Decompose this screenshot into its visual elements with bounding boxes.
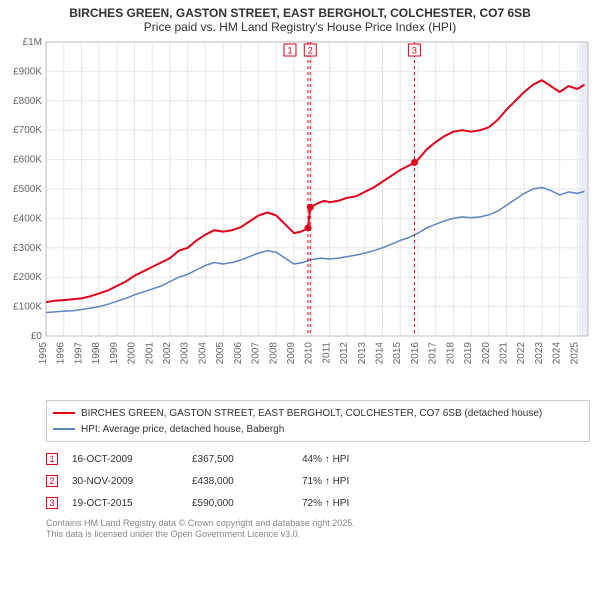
sales-table: 1 16-OCT-2009£367,50044% ↑ HPI 2 30-NOV-200…	[46, 448, 590, 514]
legend-row: BIRCHES GREEN, GASTON STREET, EAST BERGH…	[53, 405, 583, 421]
x-tick-label: 2013	[357, 342, 368, 365]
sales-date: 30-NOV-2009	[72, 476, 192, 487]
y-tick-label: £1M	[23, 37, 42, 48]
series-price_paid	[46, 80, 585, 302]
sales-hpi: 44% ↑ HPI	[302, 454, 422, 465]
x-tick-label: 2015	[392, 342, 403, 365]
sale-marker-label: 2	[308, 46, 313, 56]
footer-line1: Contains HM Land Registry data © Crown c…	[46, 518, 590, 529]
sales-row: 1 16-OCT-2009£367,50044% ↑ HPI	[46, 448, 590, 470]
x-tick-label: 2018	[445, 342, 456, 365]
x-tick-label: 2011	[321, 342, 332, 364]
x-tick-label: 2025	[569, 342, 580, 365]
x-tick-label: 2014	[375, 342, 386, 365]
x-tick-label: 2022	[516, 342, 527, 365]
chart-title-line2: Price paid vs. HM Land Registry's House …	[8, 20, 592, 34]
footer-line2: This data is licensed under the Open Gov…	[46, 529, 590, 540]
sale-marker-label: 3	[412, 46, 417, 56]
chart-svg: £0 £100K £200K £300K £400K £500K £600K £700K £80…	[0, 36, 600, 396]
legend-box: BIRCHES GREEN, GASTON STREET, EAST BERGH…	[46, 400, 590, 442]
x-tick-label: 2016	[410, 342, 421, 365]
x-tick-label: 2020	[481, 342, 492, 365]
sale-marker-label: 1	[287, 46, 292, 56]
y-tick-label: £300K	[13, 243, 42, 254]
x-tick-label: 2008	[268, 342, 279, 365]
x-tick-label: 2010	[304, 342, 315, 365]
x-tick-label: 1997	[73, 342, 84, 365]
series-hpi	[46, 188, 585, 313]
x-tick-label: 2024	[552, 342, 563, 365]
sales-marker: 3	[46, 497, 58, 509]
sales-price: £438,000	[192, 476, 302, 487]
y-tick-label: £900K	[13, 66, 42, 77]
sales-row: 3 19-OCT-2015£590,00072% ↑ HPI	[46, 492, 590, 514]
x-tick-label: 2012	[339, 342, 350, 365]
x-tick-label: 2007	[251, 342, 262, 365]
y-tick-label: £500K	[13, 184, 42, 195]
x-tick-label: 1998	[91, 342, 102, 365]
y-tick-label: £400K	[13, 213, 42, 224]
x-tick-label: 2004	[197, 342, 208, 365]
x-tick-label: 2000	[127, 342, 138, 365]
sales-hpi: 72% ↑ HPI	[302, 498, 422, 509]
y-tick-label: £800K	[13, 96, 42, 107]
x-tick-label: 2023	[534, 342, 545, 365]
x-tick-label: 1996	[56, 342, 67, 365]
x-tick-label: 2003	[180, 342, 191, 365]
footer-attribution: Contains HM Land Registry data © Crown c…	[46, 518, 590, 541]
chart-title-line1: BIRCHES GREEN, GASTON STREET, EAST BERGH…	[8, 6, 592, 20]
y-tick-label: £100K	[13, 302, 42, 313]
legend-label: HPI: Average price, detached house, Babe…	[81, 424, 284, 435]
sales-date: 19-OCT-2015	[72, 498, 192, 509]
legend-row: HPI: Average price, detached house, Babe…	[53, 421, 583, 437]
chart-title-block: BIRCHES GREEN, GASTON STREET, EAST BERGH…	[0, 0, 600, 36]
x-tick-label: 2021	[499, 342, 510, 365]
sales-date: 16-OCT-2009	[72, 454, 192, 465]
y-tick-label: £200K	[13, 272, 42, 283]
sales-marker: 1	[46, 453, 58, 465]
x-tick-label: 2006	[233, 342, 244, 365]
sales-row: 2 30-NOV-2009£438,00071% ↑ HPI	[46, 470, 590, 492]
y-tick-label: £700K	[13, 125, 42, 136]
sales-price: £367,500	[192, 454, 302, 465]
x-tick-label: 2002	[162, 342, 173, 365]
x-tick-label: 2017	[428, 342, 439, 365]
x-tick-label: 1995	[38, 342, 49, 365]
sales-hpi: 71% ↑ HPI	[302, 476, 422, 487]
legend-swatch	[53, 412, 75, 414]
legend-label: BIRCHES GREEN, GASTON STREET, EAST BERGH…	[81, 408, 542, 419]
x-tick-label: 2019	[463, 342, 474, 365]
y-tick-label: £0	[31, 331, 43, 342]
legend-swatch	[53, 428, 75, 430]
x-tick-label: 2005	[215, 342, 226, 365]
x-tick-label: 2001	[144, 342, 155, 365]
x-tick-label: 1999	[109, 342, 120, 365]
sales-marker: 2	[46, 475, 58, 487]
y-tick-label: £600K	[13, 155, 42, 166]
x-tick-label: 2009	[286, 342, 297, 365]
chart-container: £0 £100K £200K £300K £400K £500K £600K £700K £80…	[0, 36, 600, 396]
sales-price: £590,000	[192, 498, 302, 509]
